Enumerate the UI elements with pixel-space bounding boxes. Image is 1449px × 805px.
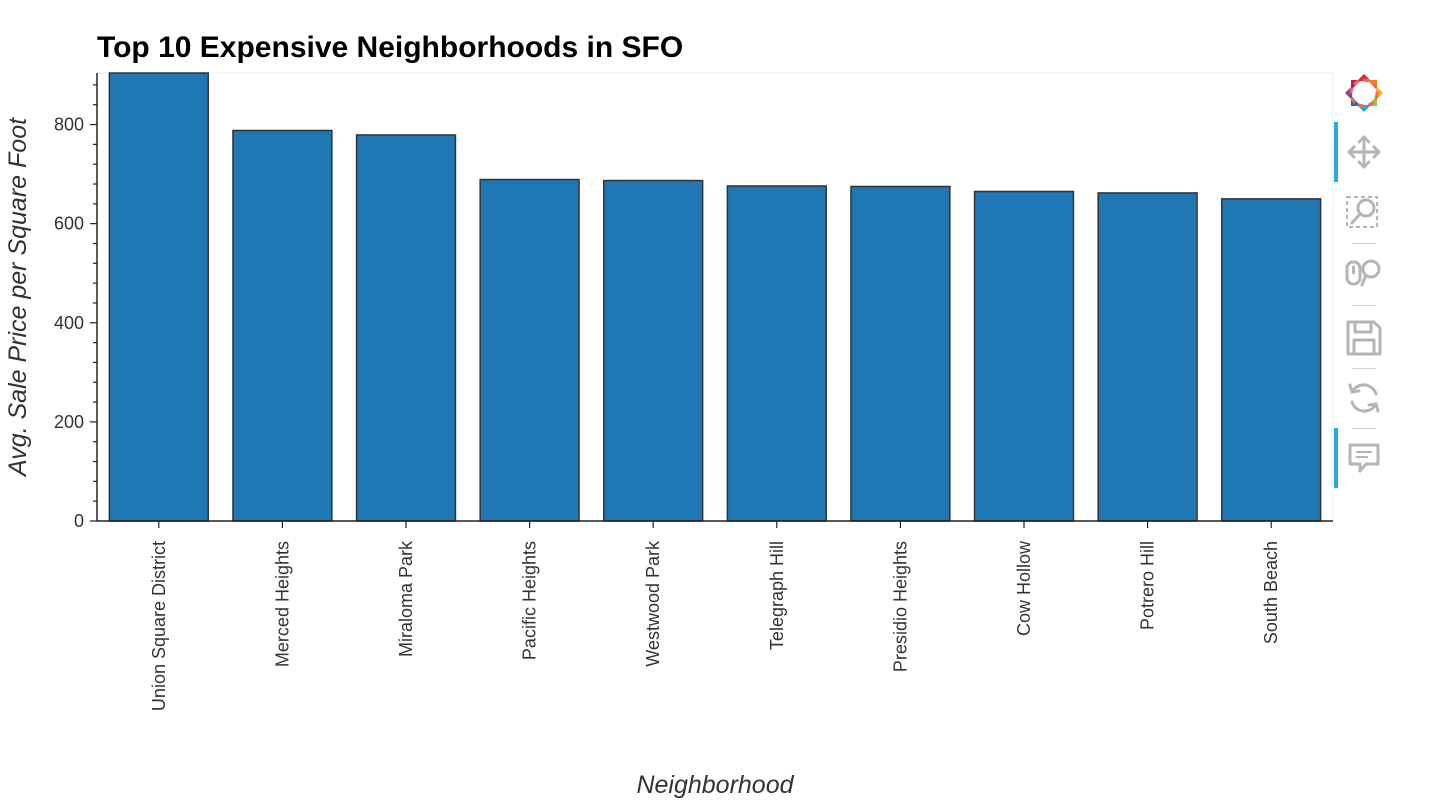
bars-group — [108, 72, 1322, 522]
x-axis-label: Neighborhood — [636, 771, 794, 799]
bar[interactable] — [479, 178, 580, 522]
toolbar-separator — [1352, 368, 1376, 369]
x-tick-label: Presidio Heights — [890, 541, 910, 672]
x-axis: Union Square District Merced Heights Miral… — [97, 520, 1333, 711]
bar[interactable] — [355, 134, 457, 522]
x-tick-label: Telegraph Hill — [767, 541, 787, 650]
x-tick-label: Pacific Heights — [520, 541, 540, 660]
hover-tool[interactable] — [1334, 428, 1394, 488]
box-zoom-icon — [1346, 196, 1378, 228]
chart-title: Top 10 Expensive Neighborhoods in SFO — [97, 31, 683, 64]
pan-icon — [1347, 135, 1381, 169]
x-tick-label: Union Square District — [149, 541, 169, 711]
x-tick-label: Miraloma Park — [396, 540, 416, 657]
x-tick-label: South Beach — [1261, 541, 1281, 644]
y-axis-label: Avg. Sale Price per Square Foot — [4, 117, 32, 478]
bar[interactable] — [108, 72, 209, 522]
y-tick-label: 0 — [74, 511, 84, 531]
bar[interactable] — [850, 185, 951, 522]
reset-tool[interactable] — [1334, 370, 1394, 426]
bar[interactable] — [1097, 192, 1198, 522]
bar[interactable] — [726, 185, 827, 522]
y-tick-label: 400 — [54, 313, 84, 333]
bokeh-logo-icon[interactable] — [1334, 66, 1394, 120]
chart-toolbar — [1334, 66, 1394, 496]
save-icon — [1346, 320, 1382, 356]
y-tick-label: 800 — [54, 115, 84, 135]
x-tick-label: Cow Hollow — [1014, 540, 1034, 636]
x-tick-label: Westwood Park — [643, 540, 663, 667]
x-tick-label: Merced Heights — [272, 541, 292, 667]
pan-tool[interactable] — [1334, 122, 1394, 182]
reset-icon — [1348, 383, 1380, 413]
y-tick-label: 600 — [54, 214, 84, 234]
wheel-zoom-tool[interactable] — [1334, 246, 1394, 302]
wheel-zoom-icon — [1345, 259, 1381, 287]
toolbar-separator — [1352, 305, 1376, 306]
toolbar-separator — [1352, 428, 1376, 429]
toolbar-separator — [1352, 243, 1376, 244]
y-axis: 0 200 400 600 800 — [54, 73, 98, 531]
bar[interactable] — [603, 179, 704, 522]
box-zoom-tool[interactable] — [1334, 184, 1394, 240]
save-tool[interactable] — [1334, 308, 1394, 368]
bar[interactable] — [1221, 198, 1322, 522]
bar[interactable] — [973, 190, 1075, 522]
bar[interactable] — [232, 129, 333, 522]
hover-icon — [1348, 443, 1380, 473]
x-tick-label: Potrero Hill — [1138, 541, 1158, 630]
y-tick-label: 200 — [54, 412, 84, 432]
